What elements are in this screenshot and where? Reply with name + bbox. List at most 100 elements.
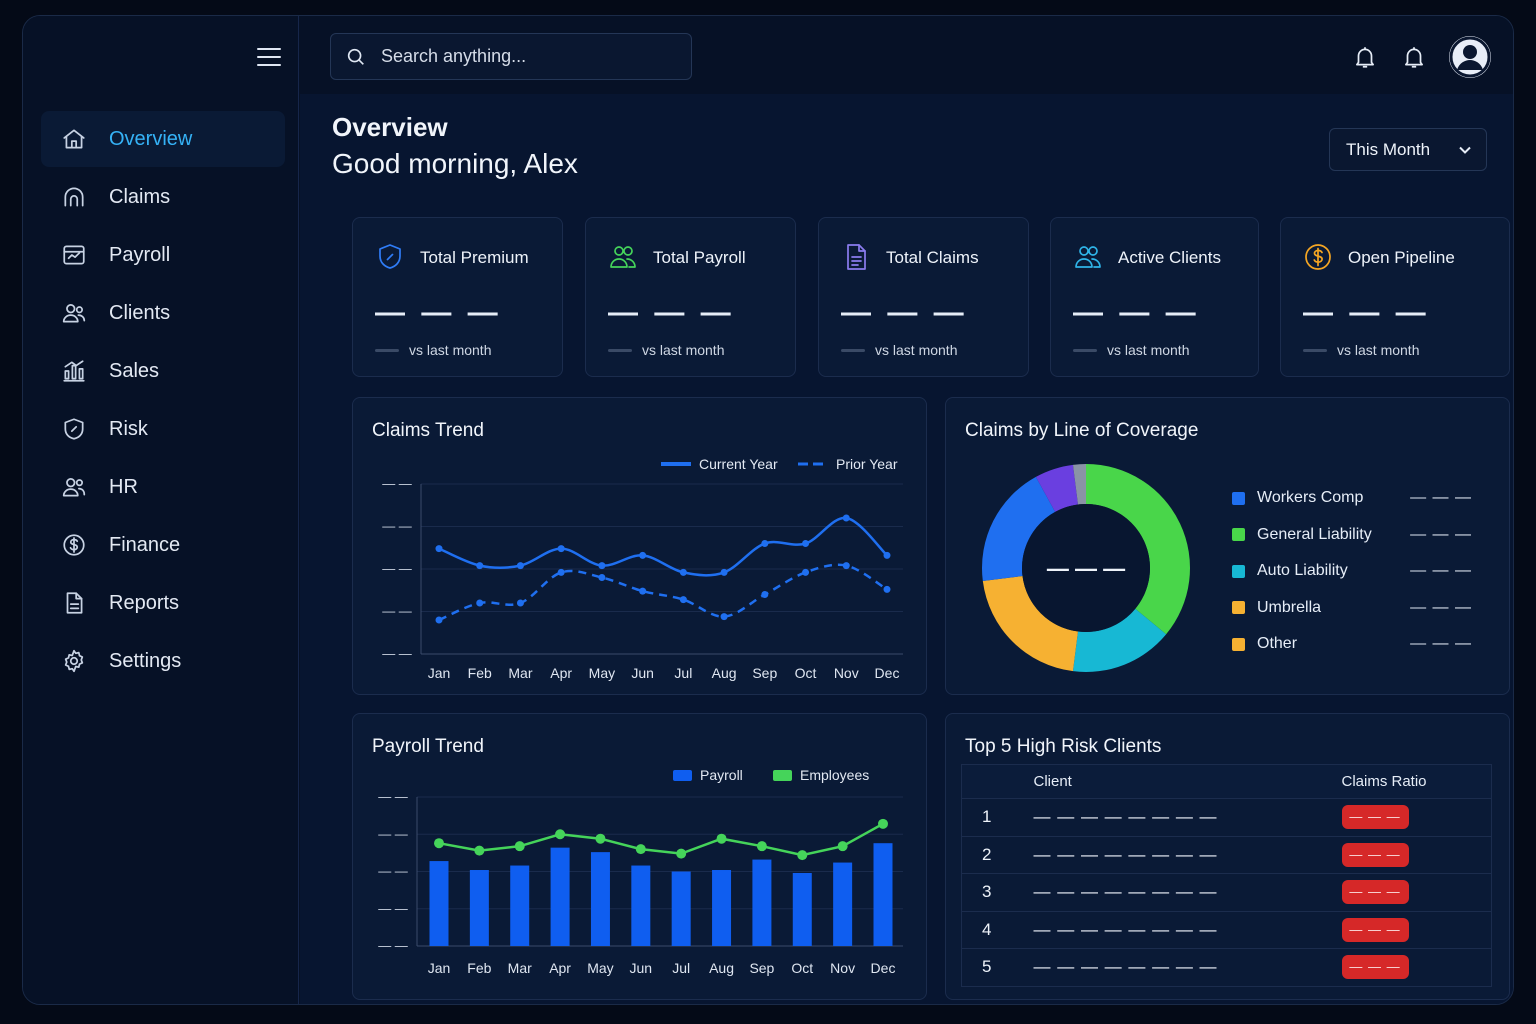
kpi-card-total-claims[interactable]: Total Claims — — — vs last month — [818, 217, 1029, 377]
client-name: — — — — — — — — — [1033, 911, 1342, 949]
donut-slice-auto-liability — [1072, 608, 1167, 672]
employees-point — [434, 838, 444, 849]
y-tick-label: — — — [378, 864, 408, 879]
period-select[interactable]: This Month — [1329, 128, 1487, 171]
x-tick-label: May — [589, 665, 615, 681]
users-icon — [62, 304, 86, 323]
sidebar-item-overview[interactable]: Overview — [41, 111, 285, 167]
menu-icon[interactable] — [257, 48, 281, 68]
rank: 2 — [961, 836, 1034, 874]
risk-clients-panel: Top 5 High Risk Clients Client Claims Ra… — [945, 713, 1510, 1000]
x-tick-label: Jan — [428, 665, 451, 681]
sidebar-item-label: Payroll — [109, 243, 171, 266]
coverage-legend: Workers Comp — — — General Liability — — —… — [1232, 480, 1472, 663]
prior-year-point — [557, 568, 565, 576]
employees-point — [797, 850, 808, 861]
x-tick-label: Dec — [875, 665, 900, 681]
legend-label: Prior Year — [836, 456, 898, 472]
panel-title: Claims by Line of Coverage — [965, 420, 1199, 441]
dollar-icon — [63, 534, 85, 556]
current-year-point — [557, 545, 565, 553]
kpi-value: — — — — [608, 296, 735, 329]
prior-year-point — [639, 587, 647, 595]
employees-point — [756, 841, 767, 852]
current-year-point — [598, 562, 606, 570]
legend-label: Current Year — [699, 456, 778, 472]
legend-label: Payroll — [700, 767, 743, 783]
prior-year-line — [438, 563, 888, 622]
sidebar-item-label: Settings — [109, 649, 182, 672]
sidebar-item-payroll[interactable]: Payroll — [41, 227, 285, 283]
x-tick-label: Apr — [550, 665, 572, 681]
donut-center-value: — — — — [1047, 556, 1125, 581]
coverage-panel: Claims by Line of Coverage — — — Workers… — [945, 397, 1510, 695]
client-name: — — — — — — — — — [1033, 957, 1218, 977]
sidebar: Overview Claims Payroll Clients Sales Ri… — [23, 16, 299, 1004]
prior-year-point — [435, 616, 443, 624]
employees-point — [676, 848, 687, 859]
legend-label: Employees — [800, 767, 870, 783]
table-row[interactable]: 2 — — — — — — — — — — — — [961, 836, 1492, 874]
shield-icon — [64, 418, 84, 440]
donut-hole — [1022, 504, 1150, 632]
current-year-point — [435, 545, 443, 553]
kpi-card-total-payroll[interactable]: Total Payroll — — — vs last month — [585, 217, 796, 377]
payroll-icon — [63, 245, 85, 265]
notification-bell-icon[interactable] — [1401, 44, 1427, 70]
prior-year-point — [883, 585, 891, 593]
prior-year-point — [761, 591, 769, 598]
y-tick-label: — — — [382, 604, 412, 619]
x-tick-label: Aug — [709, 960, 734, 976]
donut-slice-unlabeled — [1072, 464, 1086, 505]
prior-year-point — [802, 568, 810, 576]
sidebar-item-claims[interactable]: Claims — [41, 169, 285, 225]
kpi-card-open-pipeline[interactable]: Open Pipeline — — — vs last month — [1280, 217, 1510, 377]
sidebar-item-finance[interactable]: Finance — [41, 517, 285, 573]
sidebar-item-clients[interactable]: Clients — [41, 285, 285, 341]
sidebar-item-settings[interactable]: Settings — [41, 633, 285, 689]
x-tick-label: Nov — [830, 960, 855, 976]
y-tick-label: — — — [378, 938, 408, 953]
kpi-title: Total Claims — [886, 248, 979, 267]
sidebar-item-label: Clients — [109, 301, 171, 324]
table-row[interactable]: 3 — — — — — — — — — — — — [961, 873, 1492, 912]
y-tick-label: — — — [382, 519, 412, 534]
kpi-card-total-premium[interactable]: Total Premium — — — vs last month — [352, 217, 563, 377]
avatar[interactable] — [1449, 36, 1491, 78]
payroll-bar — [833, 862, 853, 946]
sidebar-item-sales[interactable]: Sales — [41, 343, 285, 399]
sidebar-item-hr[interactable]: HR — [41, 459, 285, 515]
coverage-value: — — — — [1410, 635, 1472, 653]
bell-icon[interactable] — [1352, 44, 1378, 70]
period-select-value: This Month — [1346, 139, 1431, 159]
sidebar-item-reports[interactable]: Reports — [41, 575, 285, 631]
payroll-bar — [590, 852, 610, 946]
claims-icon — [64, 187, 84, 207]
payroll-bar — [550, 847, 570, 946]
prior-year-point — [720, 613, 728, 621]
employees-point — [595, 833, 606, 844]
coverage-legend-row: Umbrella — — — — [1232, 590, 1472, 627]
sidebar-item-risk[interactable]: Risk — [41, 401, 285, 457]
payroll-bar — [671, 871, 691, 946]
claims-trend-chart: — — — — — — — — — — Jan Feb Mar Apr May Jun Jul Aug S… — [382, 476, 903, 681]
kpi-value: — — — — [375, 296, 502, 329]
x-tick-label: Jan — [428, 960, 451, 976]
claims-ratio-badge: — — — — [1341, 917, 1409, 942]
x-tick-label: Mar — [508, 960, 532, 976]
search-input[interactable] — [381, 46, 671, 67]
sidebar-item-label: Overview — [109, 127, 193, 150]
donut-slice-general-liability — [1086, 464, 1190, 635]
y-tick-label: — — — [378, 826, 408, 841]
table-row[interactable]: 1 — — — — — — — — — — — — [961, 798, 1492, 837]
sidebar-item-label: Risk — [109, 417, 148, 440]
greeting: Good morning, Alex — [332, 148, 578, 179]
prior-year-point — [476, 599, 484, 607]
kpi-card-active-clients[interactable]: Active Clients — — — vs last month — [1050, 217, 1259, 377]
x-tick-label: Nov — [834, 665, 859, 681]
current-year-point — [761, 540, 769, 547]
kpi-change-label: vs last month — [1107, 342, 1190, 358]
table-row[interactable]: 5 — — — — — — — — — — — — [962, 949, 1492, 987]
table-row[interactable]: 4 — — — — — — — — — — — — [961, 911, 1492, 949]
panel-title: Payroll Trend — [372, 736, 484, 757]
